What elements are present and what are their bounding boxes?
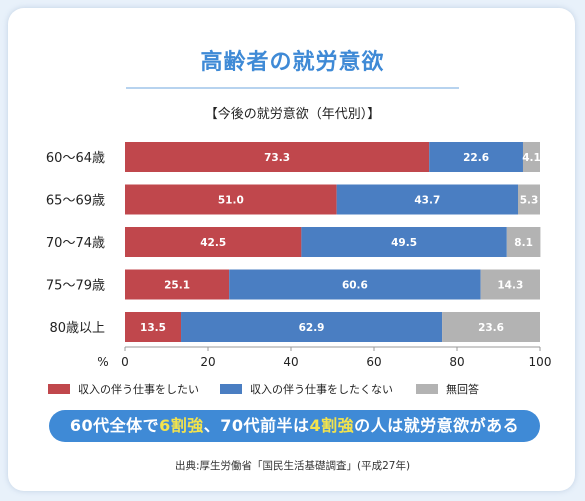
bar-segment bbox=[429, 142, 523, 172]
data-label: 5.3 bbox=[520, 195, 539, 207]
bar-segment bbox=[125, 312, 182, 342]
data-label: 22.6 bbox=[463, 152, 489, 164]
legend-label-series2: 収入の伴う仕事をしたくない bbox=[250, 383, 393, 396]
bar-segment bbox=[442, 312, 540, 342]
bar-segment bbox=[301, 227, 507, 257]
data-label: 49.5 bbox=[391, 237, 417, 249]
banner-text-1: 60代全体で bbox=[69, 416, 160, 435]
legend-swatch-series1 bbox=[48, 384, 70, 394]
data-label: 4.1 bbox=[522, 152, 541, 164]
data-label: 23.6 bbox=[478, 322, 504, 334]
banner-highlight-1: 6割強 bbox=[159, 416, 204, 435]
x-tick-label: 0 bbox=[121, 355, 129, 369]
bar-segment bbox=[480, 269, 540, 300]
page-title: 高齢者の就労意欲 bbox=[200, 50, 385, 75]
title-divider bbox=[126, 87, 459, 89]
bar-segment bbox=[125, 227, 302, 257]
legend-label-series1: 収入の伴う仕事をしたい bbox=[78, 383, 199, 396]
data-label: 51.0 bbox=[218, 195, 244, 207]
x-tick-label: 100 bbox=[529, 355, 552, 369]
data-label: 42.5 bbox=[200, 237, 226, 249]
category-label: 65〜69歳 bbox=[46, 194, 105, 209]
x-tick-label: 60 bbox=[366, 355, 381, 369]
legend-swatch-series2 bbox=[220, 384, 242, 394]
bar-segment bbox=[125, 184, 337, 215]
data-label: 25.1 bbox=[164, 280, 190, 292]
x-axis-unit: % bbox=[97, 355, 108, 369]
bar-segment bbox=[181, 312, 443, 342]
category-label: 60〜64歳 bbox=[46, 151, 105, 166]
bar-segment bbox=[518, 184, 540, 215]
chart-subtitle: 【今後の就労意欲（年代別）】 bbox=[204, 107, 381, 122]
data-label: 14.3 bbox=[497, 280, 523, 292]
banner-text-3: の人は就労意欲がある bbox=[354, 416, 520, 435]
bar-segment bbox=[125, 142, 430, 172]
data-label: 62.9 bbox=[299, 322, 325, 334]
banner-text-2: 、70代前半は bbox=[203, 416, 310, 435]
banner-highlight-2: 4割強 bbox=[309, 416, 355, 435]
category-label: 70〜74歳 bbox=[46, 236, 105, 251]
bar-segment bbox=[229, 269, 481, 300]
x-tick-label: 80 bbox=[449, 355, 464, 369]
bar-segment bbox=[506, 227, 541, 257]
legend-item-series1: 収入の伴う仕事をしたい bbox=[48, 381, 199, 397]
bar-segment bbox=[125, 269, 230, 300]
data-label: 43.7 bbox=[414, 195, 440, 207]
stacked-bar-chart: 60〜64歳 73.3 22.6 4.1 65〜69歳 51.0 43.7 5.3 70〜74歳… bbox=[46, 142, 552, 369]
category-label: 80歳以上 bbox=[49, 321, 105, 336]
bar-segment bbox=[336, 184, 519, 215]
x-tick-label: 20 bbox=[200, 355, 215, 369]
data-label: 60.6 bbox=[342, 280, 368, 292]
legend-label-series3: 無回答 bbox=[446, 383, 479, 396]
legend-item-series3: 無回答 bbox=[416, 381, 479, 397]
source-note: 出典:厚生労働省「国民生活基礎調査」(平成27年) bbox=[174, 460, 411, 472]
legend-swatch-series3 bbox=[416, 384, 438, 394]
legend-item-series2: 収入の伴う仕事をしたくない bbox=[220, 381, 393, 397]
data-label: 13.5 bbox=[140, 322, 166, 334]
category-label: 75〜79歳 bbox=[46, 279, 105, 294]
summary-banner: 60代全体で6割強、70代前半は4割強の人は就労意欲がある bbox=[49, 410, 540, 442]
data-label: 73.3 bbox=[264, 152, 290, 164]
bar-segment bbox=[522, 142, 540, 172]
x-tick-label: 40 bbox=[283, 355, 298, 369]
data-label: 8.1 bbox=[514, 237, 533, 249]
